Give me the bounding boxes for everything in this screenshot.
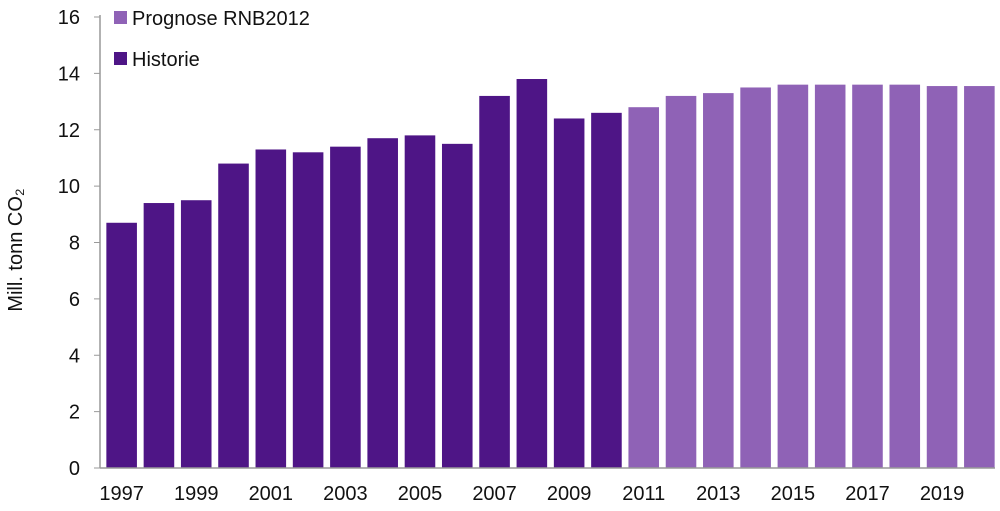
x-tick-label: 1997 <box>99 483 144 505</box>
bar-2006 <box>441 143 473 468</box>
y-tick-label: 6 <box>69 289 80 311</box>
x-tick-label: 2019 <box>920 483 965 505</box>
x-tick-label: 2009 <box>547 483 592 505</box>
bar-2009 <box>553 118 585 468</box>
bar-2002 <box>292 152 324 469</box>
bar-2005 <box>404 135 436 468</box>
x-tick-label: 1999 <box>174 483 219 505</box>
x-tick-label: 2003 <box>323 483 368 505</box>
y-tick-label: 16 <box>58 7 80 29</box>
bar-2014 <box>740 87 771 468</box>
bar-1999 <box>180 200 212 468</box>
bar-2015 <box>777 84 809 469</box>
x-tick-label: 2011 <box>622 483 665 505</box>
bar-2017 <box>852 84 883 469</box>
bar-2016 <box>814 84 846 469</box>
y-tick-label: 12 <box>58 120 80 142</box>
bar-2004 <box>367 138 398 469</box>
y-axis-label: Mill. tonn CO₂ <box>5 188 27 311</box>
bar-2003 <box>330 146 361 468</box>
bar-2001 <box>255 149 287 468</box>
x-tick-label: 2007 <box>472 483 517 505</box>
bar-2000 <box>218 163 249 468</box>
x-tick-label: 2013 <box>696 483 741 505</box>
bar-2013 <box>703 93 734 468</box>
y-tick-label: 2 <box>69 402 80 424</box>
bar-1998 <box>143 203 175 468</box>
y-tick-label: 0 <box>69 458 80 480</box>
x-tick-label: 2001 <box>249 483 294 505</box>
bar-2010 <box>591 112 622 469</box>
bar-2018 <box>889 84 921 469</box>
bar-2008 <box>516 79 548 468</box>
bar-2012 <box>665 95 697 469</box>
bar-2007 <box>479 95 510 469</box>
legend: Prognose RNB2012 Historie <box>114 8 310 71</box>
legend-swatch-historie <box>114 52 127 65</box>
bar-2011 <box>628 107 660 468</box>
y-tick-label: 10 <box>58 176 80 198</box>
y-tick-label: 4 <box>69 345 80 367</box>
y-tick-label: 8 <box>69 233 80 255</box>
legend-label-prognose: Prognose RNB2012 <box>132 8 310 30</box>
x-tick-label: 2017 <box>845 483 890 505</box>
x-tick-label: 2005 <box>398 483 443 505</box>
y-tick-label: 14 <box>58 63 80 85</box>
bar-1997 <box>106 222 137 468</box>
legend-swatch-prognose <box>114 11 127 24</box>
x-tick-label: 2015 <box>771 483 816 505</box>
bar-2019 <box>926 86 958 468</box>
bar-2020 <box>964 86 995 468</box>
legend-label-historie: Historie <box>132 49 200 71</box>
